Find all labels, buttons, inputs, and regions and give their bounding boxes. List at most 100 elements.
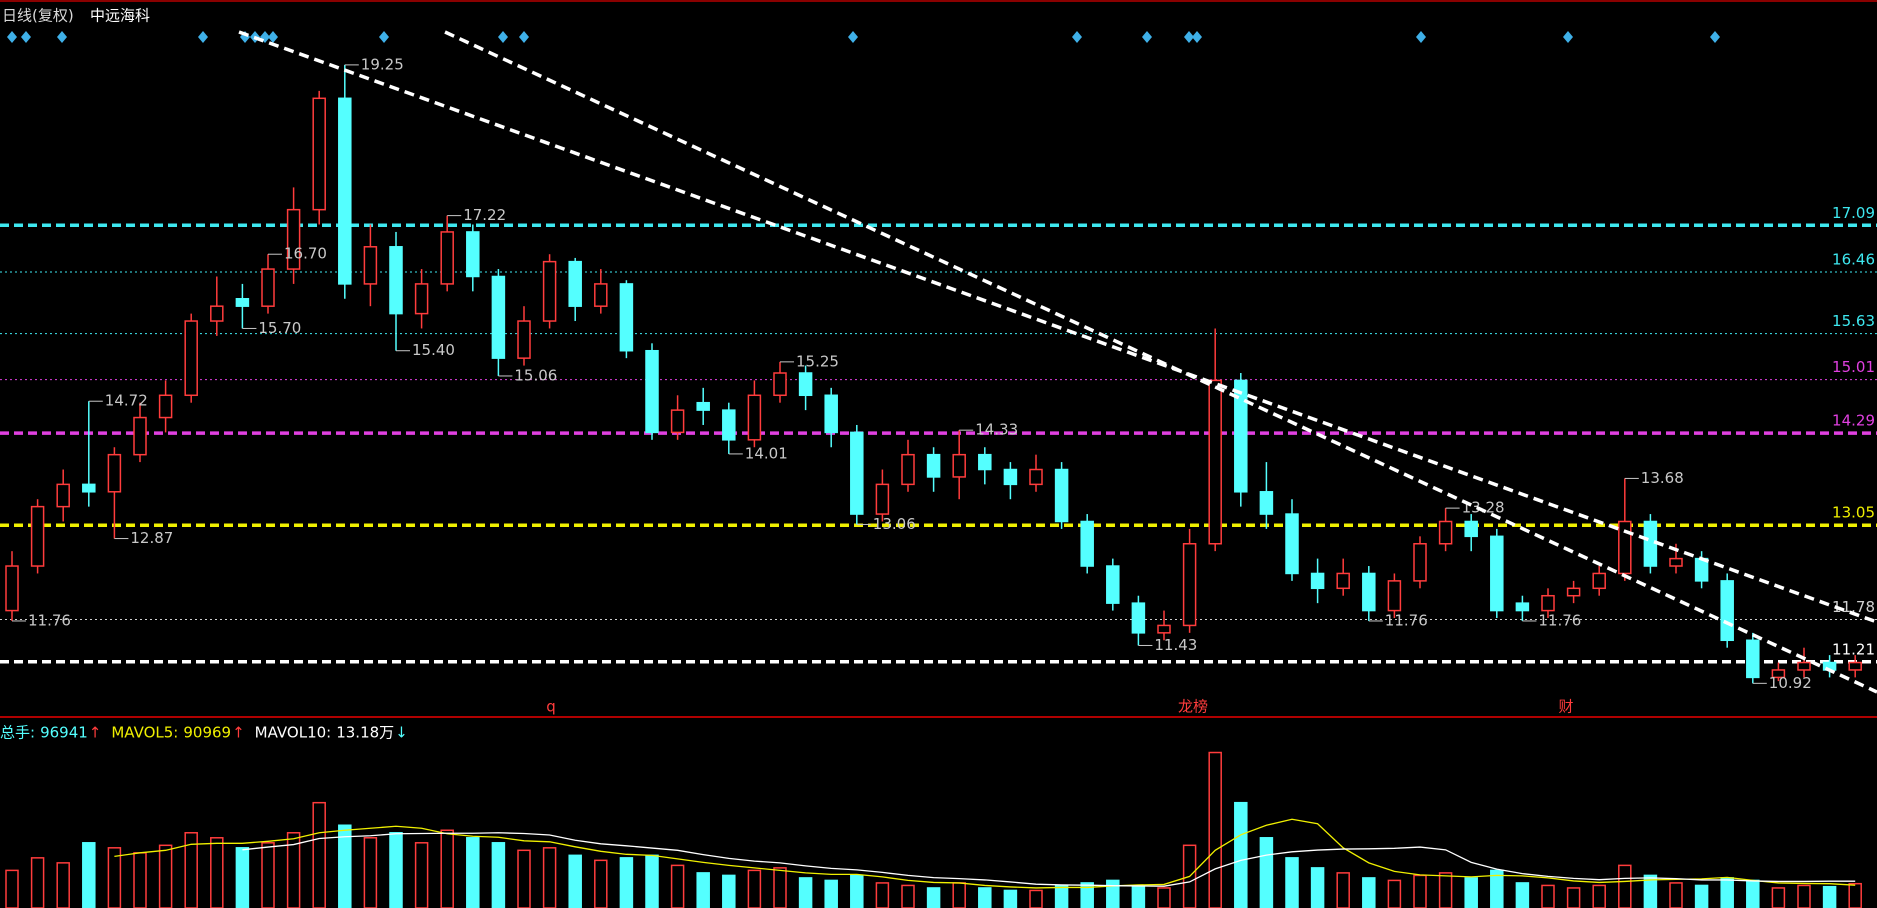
volume-bar xyxy=(670,864,685,908)
price-label: 11.76 xyxy=(1538,611,1581,629)
volume-bar xyxy=(1541,884,1555,908)
level-label: 13.05 xyxy=(1832,504,1875,522)
candle-body xyxy=(1387,580,1402,612)
trend-lines xyxy=(238,30,1877,694)
volume-bar xyxy=(338,824,352,908)
price-label: 10.92 xyxy=(1769,674,1812,692)
candle-body xyxy=(798,372,813,397)
candle-body xyxy=(747,394,762,441)
volume-bar xyxy=(978,887,992,908)
candle-body xyxy=(1285,513,1299,575)
signal-diamond xyxy=(57,31,67,43)
volume-bar xyxy=(1310,867,1325,908)
candle-body xyxy=(645,349,659,434)
level-label: 17.09 xyxy=(1832,204,1875,222)
price-label: 16.70 xyxy=(284,245,327,263)
volume-bar xyxy=(926,887,941,908)
volume-bar xyxy=(568,854,582,908)
level-label: 16.46 xyxy=(1832,251,1875,269)
signal-diamond xyxy=(1142,31,1152,43)
signal-diamond xyxy=(1563,31,1573,43)
candle-body xyxy=(1029,468,1043,486)
volume-bar xyxy=(1669,882,1683,908)
legend-arrow: ↑ xyxy=(89,724,102,742)
volume-bar xyxy=(1643,874,1658,908)
price-label: 12.87 xyxy=(130,529,173,547)
volume-bar xyxy=(1848,882,1862,908)
volume-bar xyxy=(1054,884,1069,908)
candle-body xyxy=(1336,572,1350,590)
signal-diamond xyxy=(1416,31,1426,43)
level-label: 11.21 xyxy=(1832,640,1875,658)
legend-value: 13.18万 xyxy=(336,724,394,742)
volume-bar xyxy=(107,847,122,908)
volume-bar xyxy=(1413,874,1427,908)
period-label: 日线(复权) xyxy=(2,7,74,25)
candle-body xyxy=(133,416,147,456)
candle-body xyxy=(1182,543,1197,627)
candle-body xyxy=(235,298,250,307)
price-label: 19.25 xyxy=(361,55,404,73)
plot: 17.0916.4615.6315.0114.2913.0511.7811.21… xyxy=(0,55,1877,908)
volume-bar xyxy=(1259,837,1274,908)
event-marker: q xyxy=(546,698,556,716)
volume-bar xyxy=(1336,872,1350,908)
candle-body xyxy=(1618,520,1632,575)
candle-body xyxy=(491,275,506,359)
candle-body xyxy=(440,231,454,285)
price-label: 11.76 xyxy=(1385,611,1428,629)
candle-body xyxy=(107,453,122,493)
candle-body xyxy=(286,208,301,270)
volume-bar xyxy=(722,874,736,908)
volume-bar xyxy=(56,862,70,908)
volume-bar xyxy=(901,884,915,908)
candle-body xyxy=(389,246,403,315)
legend-name: MAVOL10: xyxy=(255,724,332,742)
volume-bar xyxy=(1566,887,1581,908)
legend-name: MAVOL5: xyxy=(111,724,178,742)
volume-bar xyxy=(1387,879,1402,908)
candle-body xyxy=(542,260,557,322)
candle-body xyxy=(1080,520,1094,567)
volume-bar xyxy=(1157,887,1171,908)
volume-bar xyxy=(1080,882,1094,908)
volume-bar xyxy=(875,882,890,908)
signal-diamond xyxy=(1072,31,1082,43)
volume-bar xyxy=(1746,879,1760,908)
candle-body xyxy=(1848,661,1862,671)
volume-bar xyxy=(312,801,326,908)
volume-bar xyxy=(440,829,454,908)
candle-body xyxy=(158,394,173,419)
candle-body xyxy=(1490,535,1504,612)
level-label: 15.63 xyxy=(1832,312,1875,330)
candle-body xyxy=(773,372,787,397)
volume-bar xyxy=(798,877,813,908)
volume-bar xyxy=(1438,872,1453,908)
price-label: 14.01 xyxy=(745,444,788,462)
candle-body xyxy=(1771,669,1786,679)
volume-bar xyxy=(1822,885,1837,908)
volume-bar xyxy=(1234,801,1248,908)
price-label: 15.06 xyxy=(514,366,557,384)
candle-body xyxy=(696,401,710,411)
volume-bar xyxy=(1003,889,1018,908)
candle-body xyxy=(1362,572,1376,612)
legend-name: 总手: xyxy=(0,724,35,742)
volume-bar xyxy=(1464,877,1478,908)
volume-bar xyxy=(824,879,838,908)
volume-bar xyxy=(850,874,864,908)
signal-diamond xyxy=(268,31,278,43)
volume-bar xyxy=(466,837,480,908)
price-label: 11.43 xyxy=(1154,636,1197,654)
price-label: 14.72 xyxy=(105,392,148,410)
volume-bar xyxy=(952,882,966,908)
volume-bar xyxy=(363,837,378,908)
volume-bar xyxy=(1771,887,1786,908)
volume-bar xyxy=(1515,882,1530,908)
volume-bar xyxy=(1362,877,1376,908)
volume-bar xyxy=(1618,864,1632,908)
candle-body xyxy=(184,320,198,397)
candle-body xyxy=(1515,602,1530,612)
price-label: 15.70 xyxy=(258,319,301,337)
stock-name: 中远海科 xyxy=(90,7,150,25)
